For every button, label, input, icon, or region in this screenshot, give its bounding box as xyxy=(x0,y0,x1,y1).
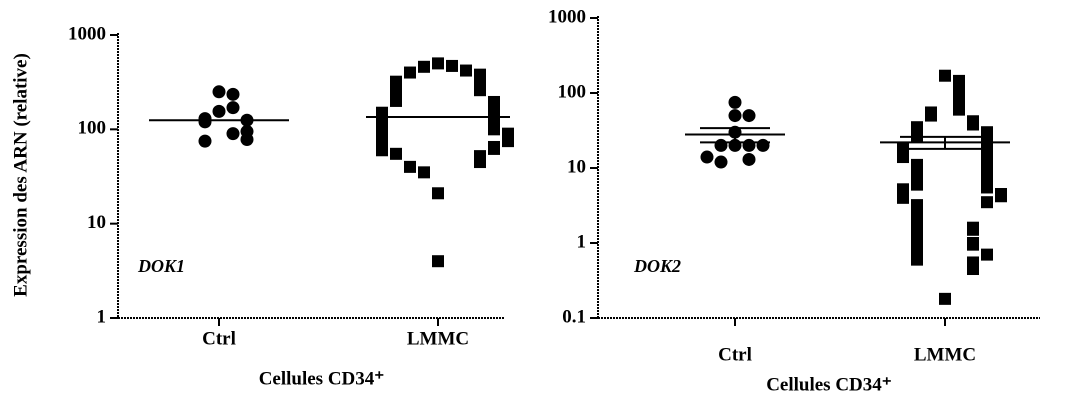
data-point xyxy=(967,118,979,131)
data-point xyxy=(212,104,226,118)
data-point xyxy=(474,156,486,169)
data-point xyxy=(488,142,500,155)
data-point xyxy=(911,231,923,244)
data-point xyxy=(911,253,923,266)
data-point xyxy=(967,223,979,236)
y-tick-label: 10 xyxy=(87,212,106,233)
data-point xyxy=(967,263,979,276)
data-point xyxy=(756,138,770,152)
y-tick-label: 1000 xyxy=(68,23,106,44)
x-tick-label: Ctrl xyxy=(202,328,236,349)
annotation: DOK1 xyxy=(137,256,185,276)
data-point xyxy=(418,166,430,179)
data-point xyxy=(432,255,444,268)
data-point xyxy=(953,103,965,116)
data-point xyxy=(981,156,993,169)
data-point xyxy=(981,196,993,209)
y-tick-label: 0.1 xyxy=(562,306,586,327)
x-tick-label: LMMC xyxy=(914,344,976,365)
data-point xyxy=(714,138,728,152)
y-axis-label: Expression des ARN (relative) xyxy=(10,53,31,297)
data-point xyxy=(502,127,514,140)
data-point xyxy=(390,94,402,107)
data-point xyxy=(198,134,212,148)
data-point xyxy=(714,155,728,169)
data-point xyxy=(742,109,756,123)
data-point xyxy=(967,238,979,251)
x-tick-label: LMMC xyxy=(407,328,469,349)
y-tick-label: 100 xyxy=(78,118,107,139)
data-point xyxy=(742,138,756,152)
data-point xyxy=(390,147,402,160)
data-point xyxy=(981,181,993,194)
x-tick-label: Ctrl xyxy=(718,344,752,365)
data-point xyxy=(376,144,388,157)
data-point xyxy=(404,160,416,173)
data-point xyxy=(728,95,742,109)
data-point xyxy=(226,87,240,101)
data-point xyxy=(700,150,714,164)
data-point xyxy=(925,109,937,122)
data-point xyxy=(198,115,212,129)
data-point xyxy=(502,135,514,148)
y-tick-label: 1 xyxy=(97,306,107,327)
data-point xyxy=(432,187,444,200)
data-point xyxy=(446,59,458,72)
data-point xyxy=(488,123,500,136)
data-point xyxy=(911,123,923,136)
data-point xyxy=(742,152,756,166)
data-point xyxy=(728,109,742,123)
data-point xyxy=(474,74,486,87)
x-axis-label: Cellules CD34⁺ xyxy=(259,368,385,389)
data-point xyxy=(226,127,240,141)
data-point xyxy=(404,66,416,79)
data-point xyxy=(911,178,923,191)
y-tick-label: 1000 xyxy=(548,6,586,27)
x-axis-label: Cellules CD34⁺ xyxy=(766,374,892,395)
data-point xyxy=(418,60,430,73)
data-point xyxy=(212,85,226,99)
y-tick-label: 100 xyxy=(558,81,587,102)
data-point xyxy=(240,133,254,147)
data-point xyxy=(432,57,444,70)
annotation: DOK2 xyxy=(633,256,681,276)
data-point xyxy=(995,190,1007,203)
data-point xyxy=(474,84,486,97)
data-point xyxy=(460,64,472,77)
y-tick-label: 10 xyxy=(567,156,586,177)
data-point xyxy=(226,101,240,115)
data-point xyxy=(897,191,909,204)
y-tick-label: 1 xyxy=(577,231,587,252)
data-point xyxy=(939,292,951,305)
data-point xyxy=(939,69,951,82)
data-point xyxy=(981,248,993,261)
data-point xyxy=(897,151,909,164)
